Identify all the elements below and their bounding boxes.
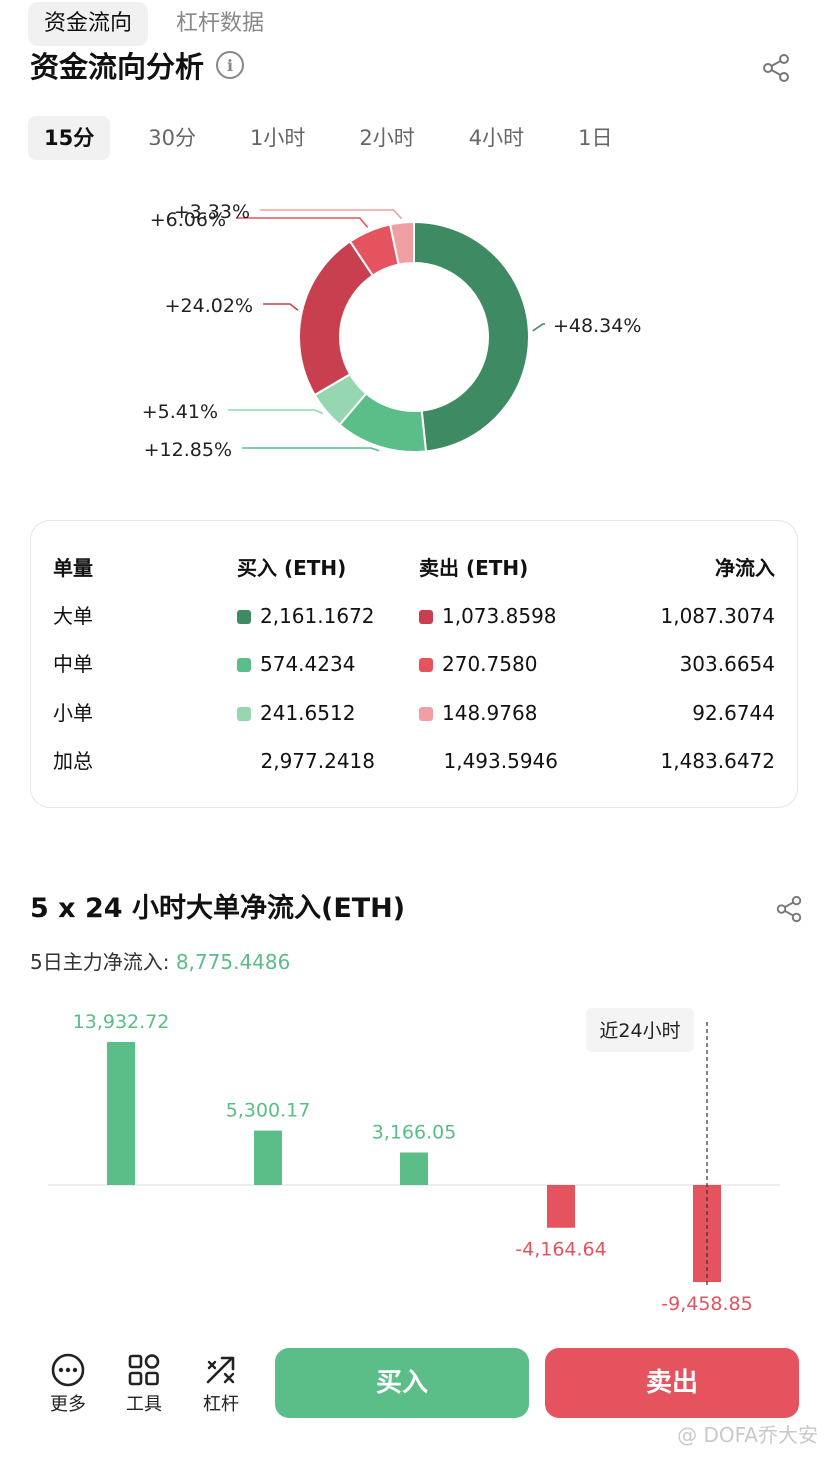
period-tabs: 15分 30分 1小时 2小时 4小时 1日 — [28, 116, 642, 160]
info-icon[interactable]: i — [216, 51, 245, 79]
legend-swatch — [237, 658, 251, 672]
bar — [547, 1185, 575, 1228]
buy-value: 241.6512 — [260, 701, 356, 725]
bar-value-label: 13,932.72 — [73, 1011, 170, 1033]
tab-fund-flow[interactable]: 资金流向 — [28, 2, 149, 46]
bar — [254, 1130, 282, 1185]
buy-value: 2,161.1672 — [260, 604, 375, 628]
header-buy: 买入 (ETH) — [237, 556, 347, 580]
analysis-title: 资金流向分析 — [30, 50, 205, 84]
net-value: 303.6654 — [679, 652, 775, 676]
more-button[interactable]: 更多 — [41, 1352, 95, 1416]
tab-leverage-data[interactable]: 杠杆数据 — [176, 11, 265, 36]
row-name: 小单 — [53, 701, 93, 725]
leverage-button[interactable]: 杠杆 — [194, 1352, 248, 1416]
net-value: 92.6744 — [692, 701, 775, 725]
five-day-net-inflow: 5日主力净流入: 8,775.4486 — [30, 946, 290, 975]
legend-swatch — [237, 707, 251, 721]
header-sell: 卖出 (ETH) — [419, 556, 529, 580]
more-icon — [51, 1353, 85, 1387]
more-label: 更多 — [50, 1394, 86, 1415]
page-title: 资金流向分析 i — [30, 44, 245, 86]
table-row: 中单 574.4234 270.7580 303.6654 — [31, 640, 797, 688]
bar-value-label: 3,166.05 — [372, 1122, 457, 1144]
donut-label: +6.06% — [150, 209, 226, 231]
bar-chart-title: 5 x 24 小时大单净流入(ETH) — [30, 893, 406, 924]
bottom-action-bar: 更多 工具 杠杆 买入 卖出 — [0, 1340, 828, 1440]
bar-value-label: -4,164.64 — [515, 1239, 606, 1261]
tools-label: 工具 — [126, 1394, 162, 1415]
donut-leader-line — [228, 409, 324, 415]
recent-24h-badge — [586, 1008, 694, 1052]
donut-slice — [413, 220, 530, 453]
donut-leader-line — [263, 303, 299, 311]
tab-4h[interactable]: 4小时 — [468, 126, 525, 150]
buy-button[interactable]: 买入 — [275, 1348, 529, 1418]
net-inflow-value: 8,775.4486 — [175, 950, 291, 974]
net-value: 1,087.3074 — [660, 604, 775, 628]
bar — [107, 1042, 135, 1185]
bar — [400, 1152, 428, 1185]
sell-value: 148.9768 — [442, 701, 538, 725]
total-buy-value: 2,977.2418 — [260, 749, 375, 773]
donut-label: +5.41% — [142, 401, 218, 423]
table-total-row: 加总 2,977.2418 1,493.5946 1,483.6472 — [31, 737, 797, 785]
donut-label: +12.85% — [144, 439, 232, 461]
share-icon[interactable] — [774, 894, 804, 924]
table-header: 单量 买入 (ETH) 卖出 (ETH) 净流入 — [31, 544, 797, 592]
donut-leader-line — [532, 323, 545, 332]
donut-label: +24.02% — [165, 295, 253, 317]
header-size: 单量 — [53, 556, 93, 580]
leverage-label: 杠杆 — [203, 1394, 239, 1415]
tab-1h[interactable]: 1小时 — [249, 126, 306, 150]
donut-label: +48.34% — [553, 315, 641, 337]
watermark: @ DOFA乔大安 — [677, 1423, 818, 1447]
legend-swatch — [419, 707, 433, 721]
sell-value: 270.7580 — [442, 652, 538, 676]
sell-button[interactable]: 卖出 — [545, 1348, 799, 1418]
donut-leader-line — [260, 209, 403, 220]
tools-button[interactable]: 工具 — [117, 1352, 171, 1416]
tools-icon — [128, 1354, 160, 1386]
donut-leader-line — [236, 217, 369, 228]
net-inflow-bar-chart: 13,932.72 5,300.17 3,166.05 -4,164.64 -9,458… — [48, 1008, 780, 1315]
tab-1d[interactable]: 1日 — [578, 126, 613, 150]
recent-24h-label: 近24小时 — [599, 1020, 680, 1042]
tab-30m[interactable]: 30分 — [148, 126, 196, 150]
row-name: 中单 — [53, 652, 93, 676]
net-inflow-label: 5日主力净流入: — [30, 950, 170, 974]
tab-2h[interactable]: 2小时 — [359, 126, 415, 150]
leverage-icon — [206, 1356, 235, 1384]
fund-flow-table: 单量 买入 (ETH) 卖出 (ETH) 净流入 大单 2,161.1672 1… — [30, 520, 798, 808]
bar-value-label: 5,300.17 — [226, 1100, 311, 1122]
total-sell-value: 1,493.5946 — [443, 749, 558, 773]
donut-slice — [298, 240, 375, 397]
tab-15m[interactable]: 15分 — [28, 116, 111, 160]
total-net-value: 1,483.6472 — [660, 749, 775, 773]
top-tab-bar: 资金流向 杠杆数据 — [28, 2, 280, 46]
fund-flow-donut-chart: +48.34% +12.85% +5.41% +24.02% +6.06%+3.33% — [142, 201, 642, 461]
legend-swatch — [419, 610, 433, 624]
sell-value: 1,073.8598 — [442, 604, 557, 628]
share-icon[interactable] — [760, 52, 792, 84]
donut-label: +3.33% — [174, 201, 250, 223]
legend-swatch — [237, 610, 251, 624]
table-row: 小单 241.6512 148.9768 92.6744 — [31, 689, 797, 737]
buy-value: 574.4234 — [260, 652, 356, 676]
row-name: 大单 — [53, 604, 93, 628]
table-row: 大单 2,161.1672 1,073.8598 1,087.3074 — [31, 592, 797, 640]
donut-leader-line — [242, 447, 380, 452]
legend-swatch — [419, 658, 433, 672]
bar-value-label: -9,458.85 — [661, 1293, 752, 1315]
donut-slice — [388, 220, 415, 266]
header-net: 净流入 — [715, 556, 775, 580]
row-name: 加总 — [53, 749, 93, 773]
